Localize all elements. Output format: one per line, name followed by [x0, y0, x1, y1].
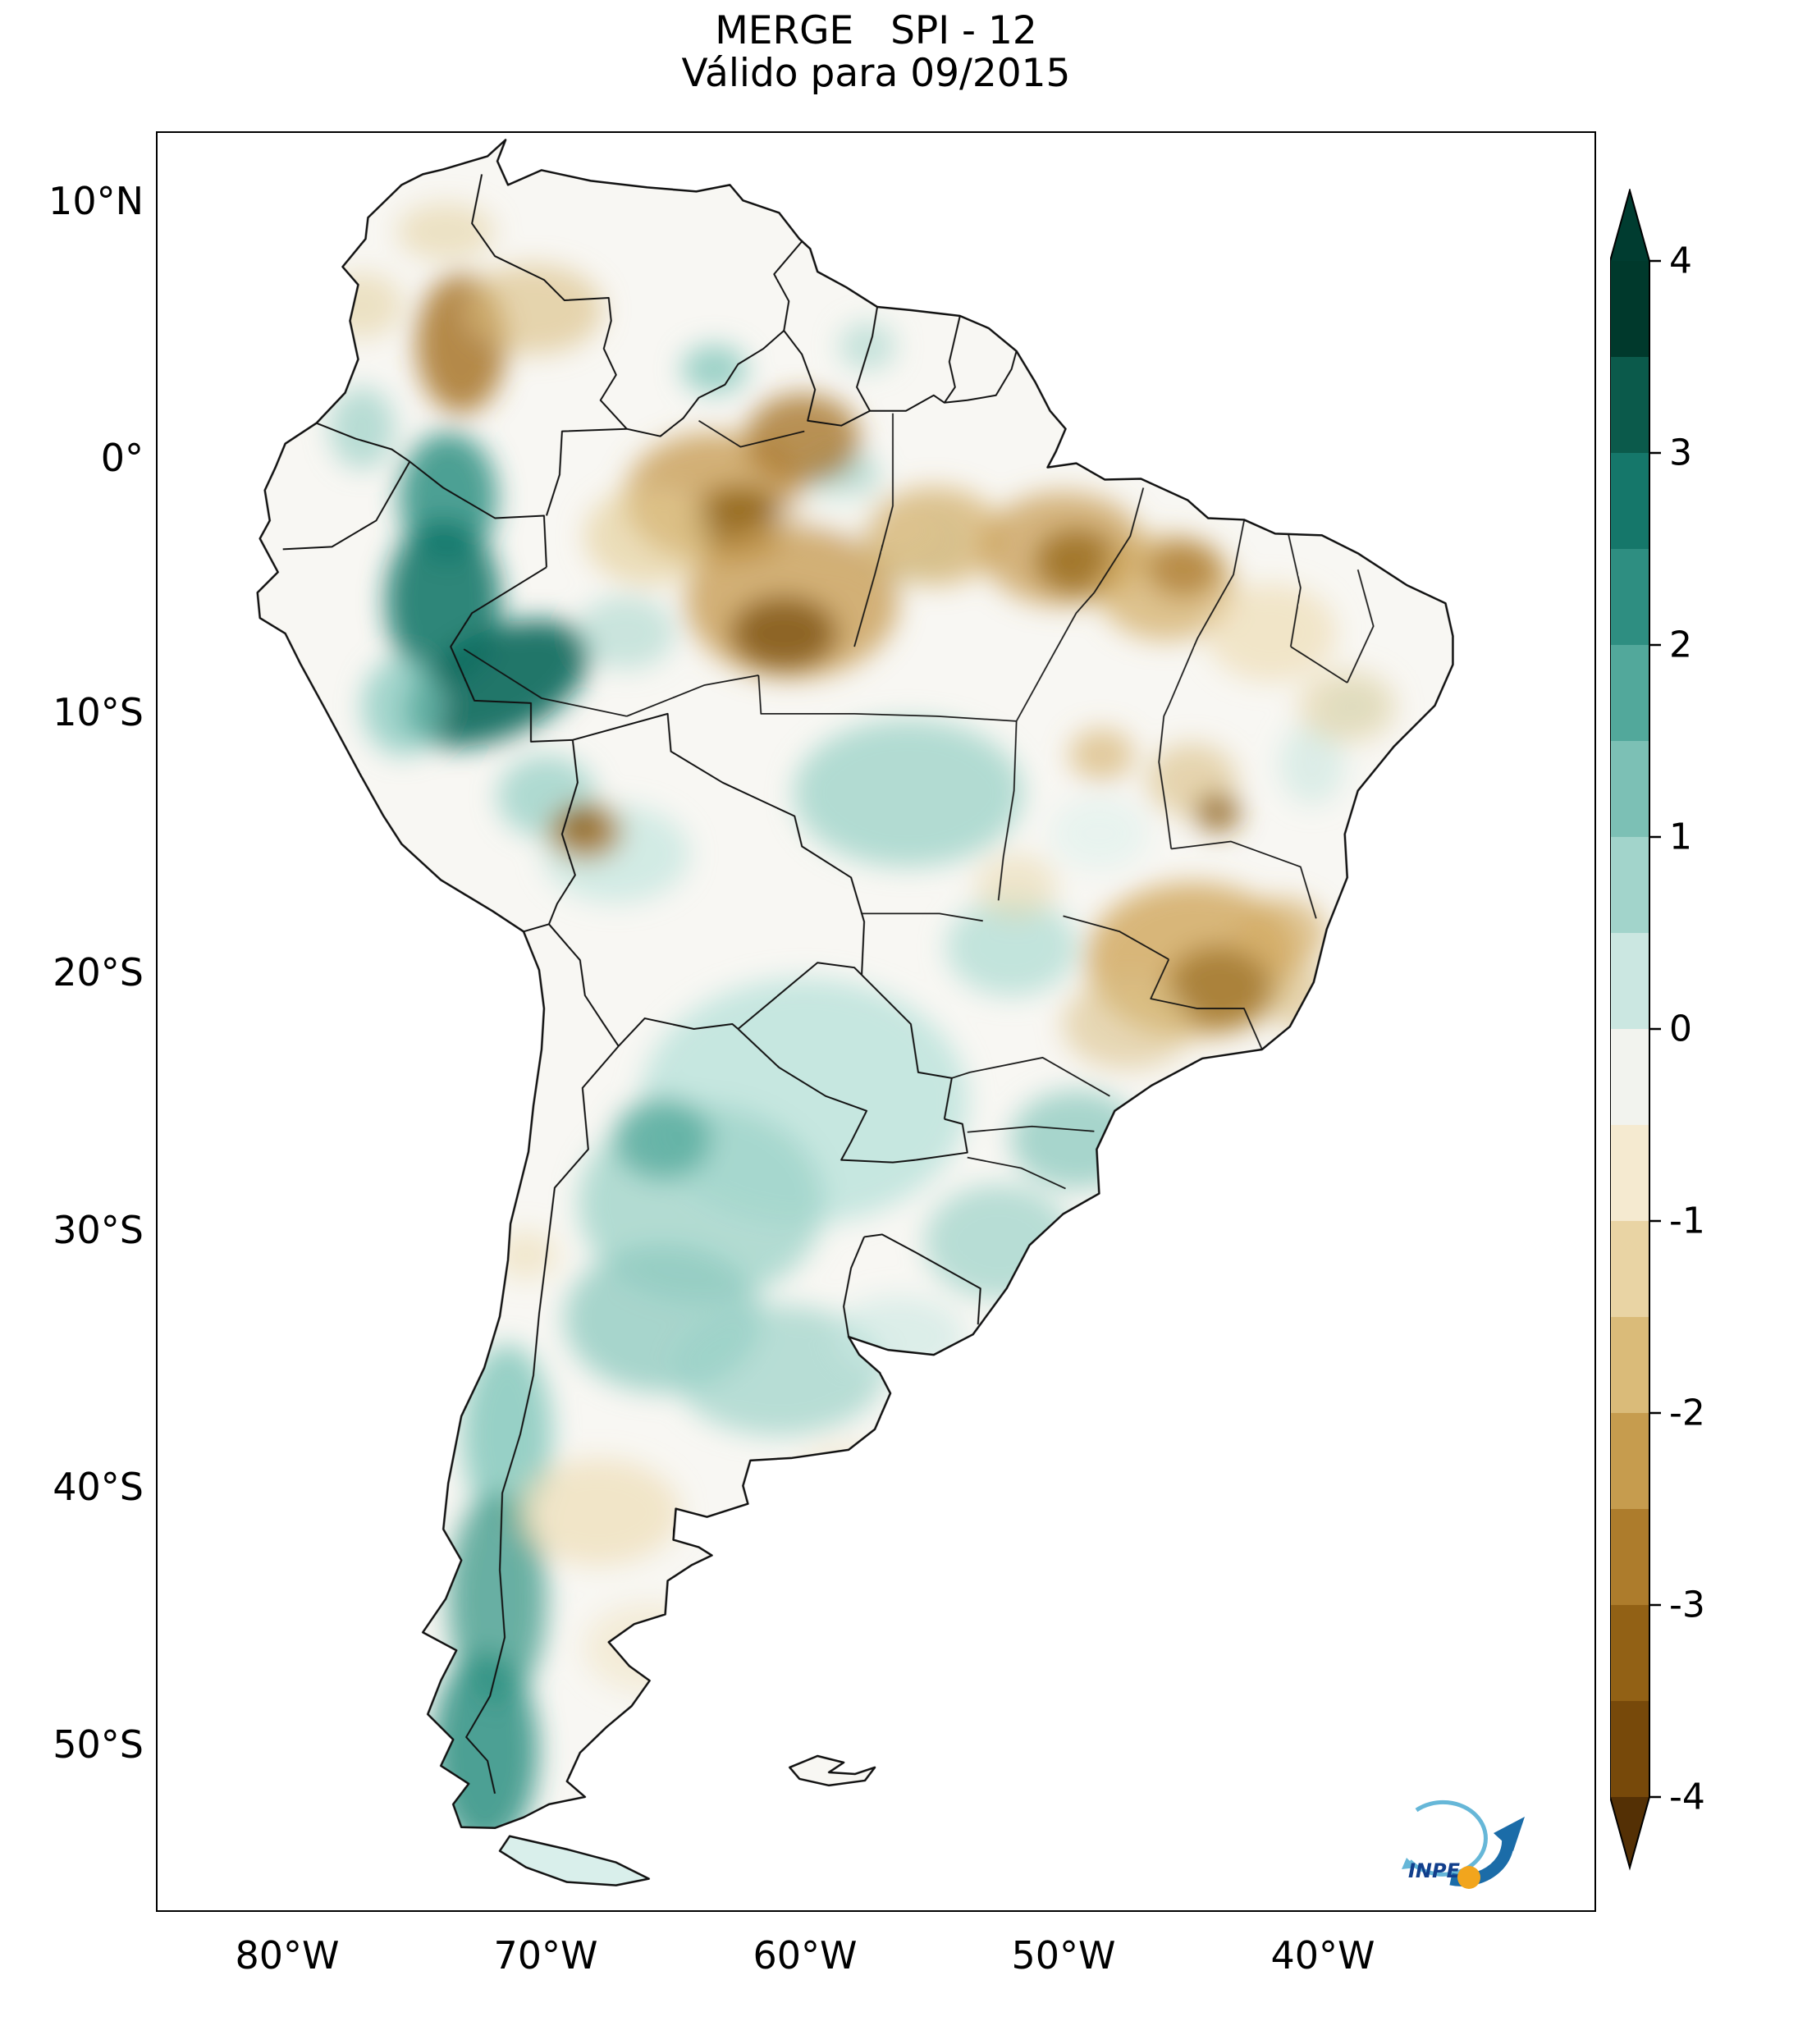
- colorbar-tick-marks: [1649, 259, 1661, 1799]
- y-tick-label: 10°N: [48, 179, 144, 223]
- colorbar-segment: [1610, 1605, 1649, 1701]
- figure-title-block: MERGE SPI - 12 Válido para 09/2015: [156, 10, 1596, 94]
- colorbar: [1610, 189, 1661, 1871]
- colorbar-segment: [1610, 645, 1649, 741]
- x-tick-label: 60°W: [753, 1933, 858, 1978]
- colorbar-tick-label: 1: [1669, 816, 1692, 858]
- x-tick-label: 80°W: [235, 1933, 340, 1978]
- x-tick-label: 50°W: [1011, 1933, 1116, 1978]
- colorbar-tick-label: 3: [1669, 432, 1692, 474]
- colorbar-segment: [1610, 261, 1649, 357]
- colorbar-segment: [1610, 1413, 1649, 1509]
- tierra-del-fuego-outline: [498, 1835, 650, 1886]
- colorbar-segment: [1610, 1701, 1649, 1797]
- x-tick-label: 40°W: [1270, 1933, 1375, 1978]
- y-tick-label: 50°S: [53, 1722, 144, 1767]
- inpe-logo: INPE: [1372, 1787, 1544, 1898]
- colorbar-tick-label: -2: [1669, 1392, 1705, 1434]
- inpe-logo-swirl-icon: [1402, 1799, 1525, 1889]
- y-tick-label: 0°: [100, 436, 144, 480]
- colorbar-tick-label: 0: [1669, 1008, 1692, 1050]
- colorbar-segment: [1610, 357, 1649, 453]
- colorbar-segment: [1610, 549, 1649, 645]
- colorbar-extend-max-arrow: [1610, 190, 1649, 261]
- country-borders: [282, 174, 1018, 1795]
- y-tick-label: 30°S: [53, 1208, 144, 1252]
- y-tick-label: 20°S: [53, 950, 144, 995]
- coastline-outline: [256, 139, 1454, 1830]
- colorbar-segment: [1610, 453, 1649, 549]
- colorbar-tick-label: -3: [1669, 1584, 1705, 1626]
- y-tick-label: 40°S: [53, 1465, 144, 1509]
- colorbar-segment: [1610, 1509, 1649, 1605]
- colorbar-segment: [1610, 1221, 1649, 1317]
- colorbar-segment: [1610, 1125, 1649, 1221]
- south-america-map: [256, 139, 1454, 1886]
- colorbar-segment: [1610, 1317, 1649, 1413]
- map-plot-area: [156, 131, 1596, 1912]
- figure-title: MERGE SPI - 12: [715, 8, 1037, 53]
- colorbar-segment: [1610, 741, 1649, 837]
- figure-subtitle: Válido para 09/2015: [681, 50, 1071, 96]
- colorbar-segment: [1610, 837, 1649, 933]
- falkland-islands-outline: [788, 1754, 876, 1787]
- colorbar-tick-label: -1: [1669, 1200, 1705, 1242]
- state-borders: [463, 413, 1375, 1190]
- colorbar-tick-label: 2: [1669, 624, 1692, 666]
- colorbar-segment: [1610, 1029, 1649, 1125]
- y-tick-label: 10°S: [53, 690, 144, 734]
- colorbar-tick-label: 4: [1669, 240, 1692, 282]
- colorbar-tick-label: -4: [1669, 1776, 1705, 1818]
- colorbar-extend-min-arrow: [1610, 1797, 1649, 1868]
- colorbar-segment: [1610, 933, 1649, 1029]
- spi-raster-field: [257, 139, 1453, 1828]
- inpe-logo-text: INPE: [1408, 1859, 1461, 1882]
- x-tick-label: 70°W: [493, 1933, 598, 1978]
